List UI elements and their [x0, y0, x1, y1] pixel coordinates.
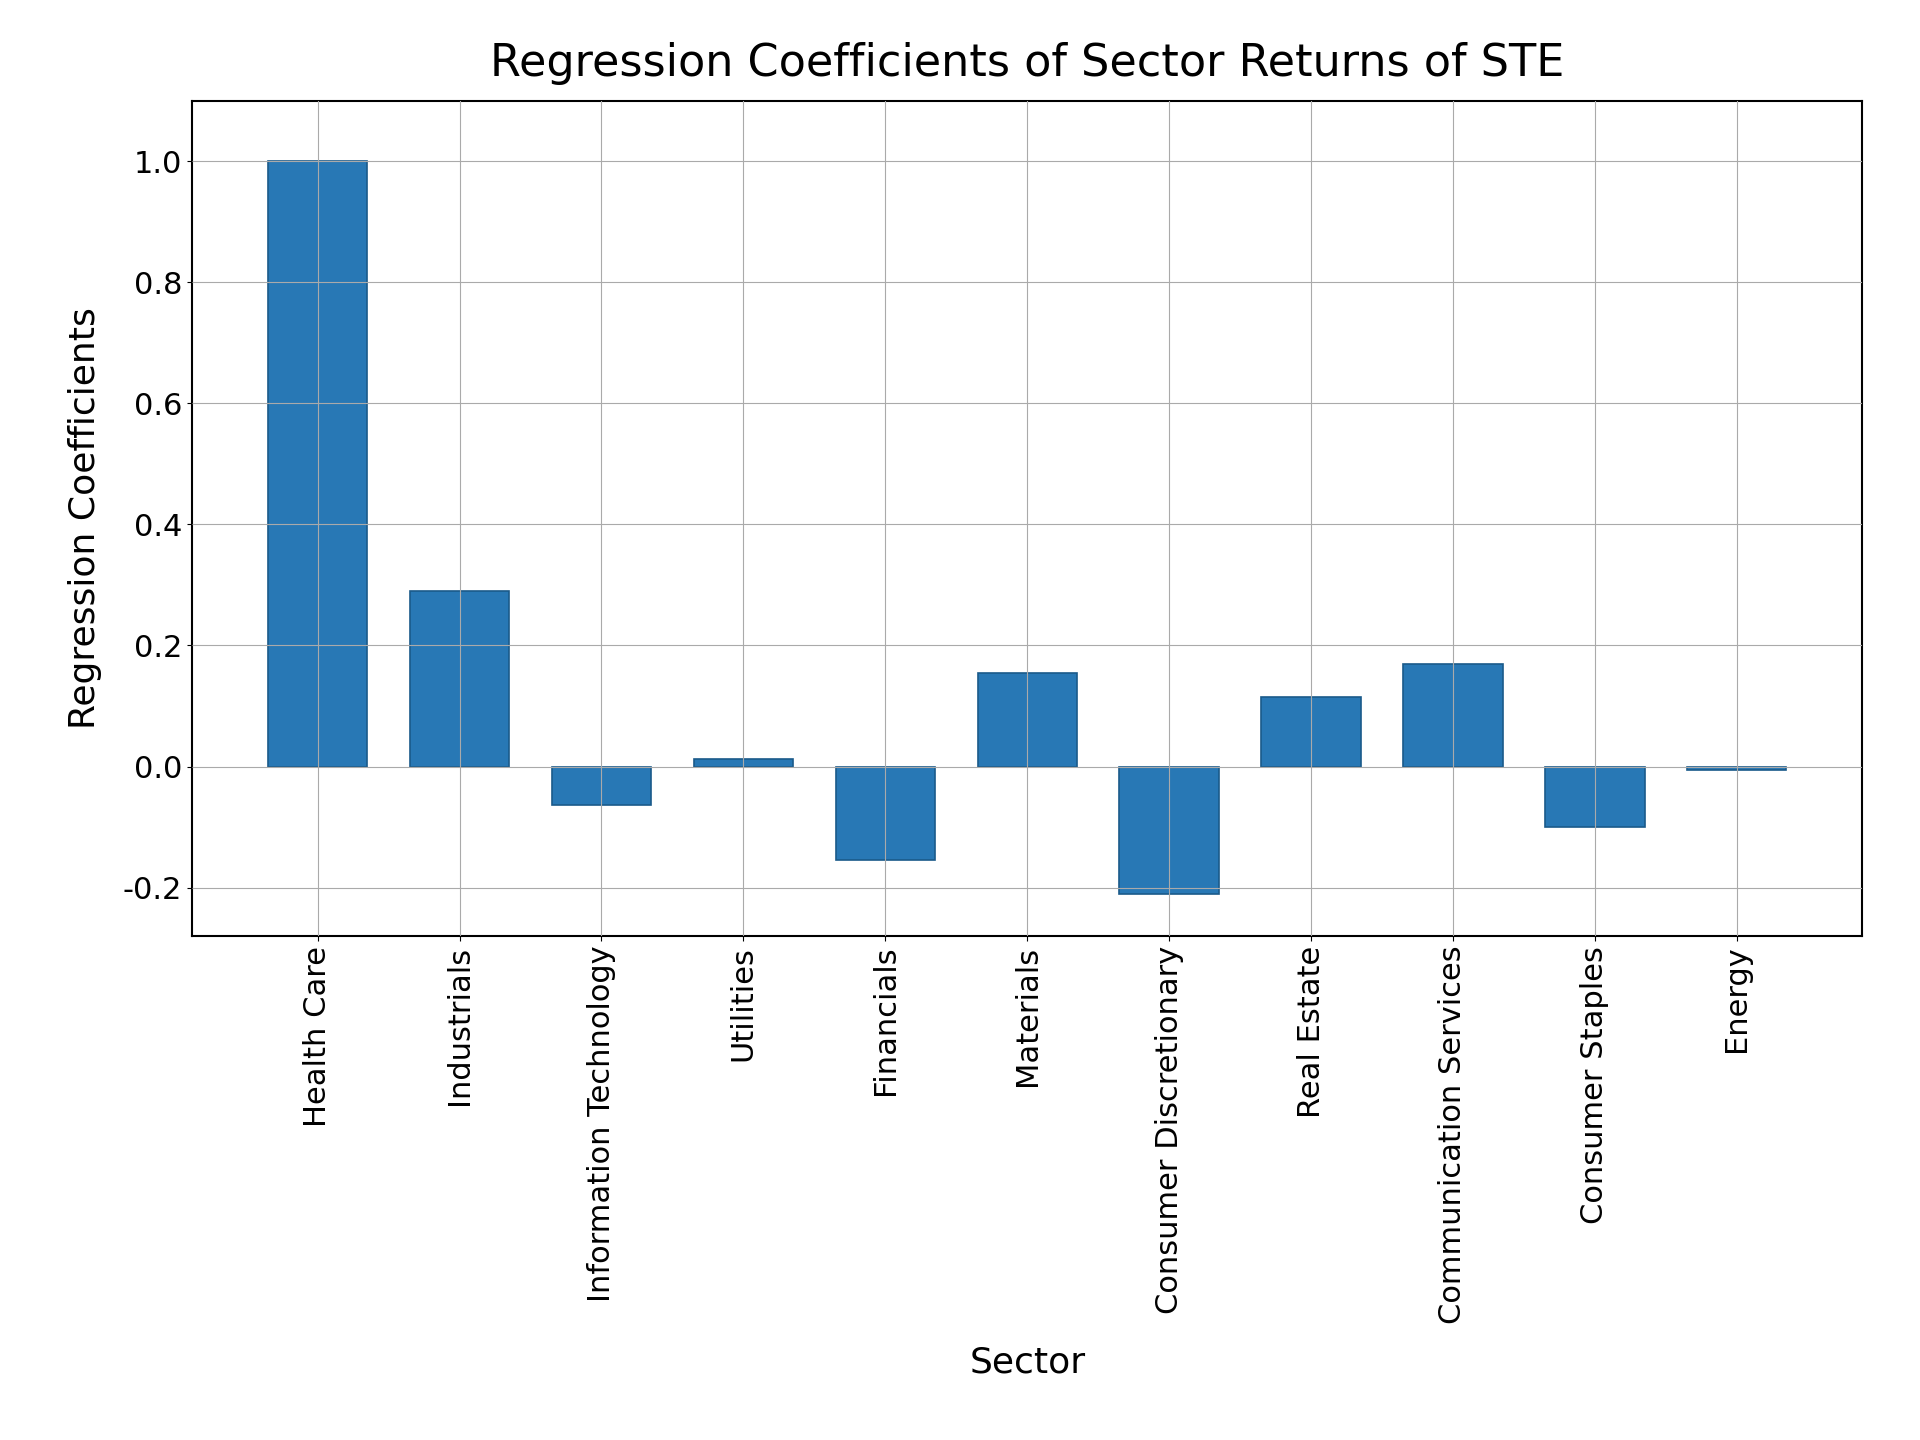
X-axis label: Sector: Sector [970, 1345, 1085, 1380]
Bar [835, 766, 935, 860]
Bar [269, 161, 367, 766]
Title: Regression Coefficients of Sector Returns of STE: Regression Coefficients of Sector Return… [490, 42, 1565, 85]
Bar [1404, 664, 1503, 766]
Bar [1119, 766, 1219, 894]
Bar [977, 672, 1077, 766]
Bar [693, 759, 793, 766]
Bar [551, 766, 651, 805]
Bar [1546, 766, 1645, 827]
Bar [1261, 697, 1361, 766]
Bar [1688, 766, 1786, 769]
Bar [409, 590, 509, 766]
Y-axis label: Regression Coefficients: Regression Coefficients [67, 308, 102, 729]
